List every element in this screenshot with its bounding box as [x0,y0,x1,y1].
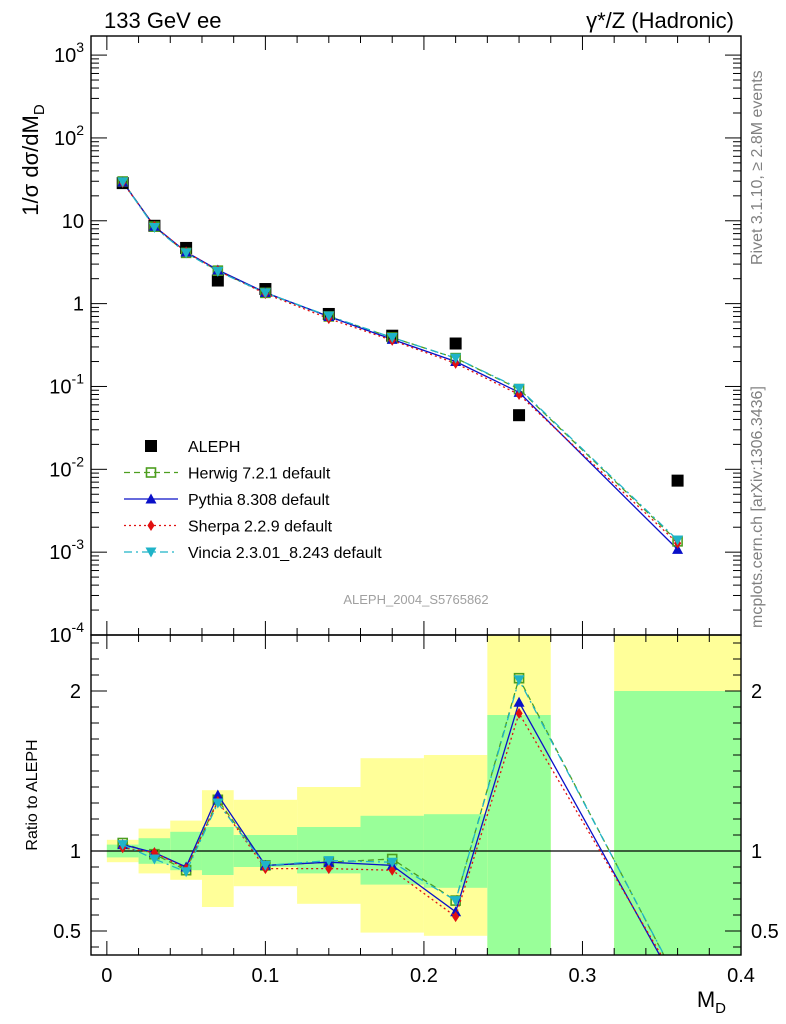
ratio-point-vincia-2-3-01-8-243-default [212,798,224,809]
analysis-watermark: ALEPH_2004_S5765862 [343,592,488,607]
legend-marker [145,440,157,452]
ratio-y-tick-label-right: 0.5 [751,921,779,943]
ratio-line-vincia-2-3-01-8-243-default [122,678,665,955]
main-point-vincia-2-3-01-8-243-default [323,311,335,322]
main-series-group [116,176,684,554]
main-point-vincia-2-3-01-8-243-default [672,535,684,546]
main-point-aleph [211,274,224,287]
ratio-point-vincia-2-3-01-8-243-default [180,867,192,878]
legend-label: Vincia 2.3.01_8.243 default [188,545,382,562]
main-point-vincia-2-3-01-8-243-default [259,288,271,299]
legend-item-vincia-2-3-01-8-243-default: Vincia 2.3.01_8.243 default [124,545,382,562]
ratio-point-sherpa-2-2-9-default [388,864,396,876]
header-left: 133 GeV ee [104,8,221,33]
x-tick-label: 0 [101,965,112,987]
x-tick-label: 0.4 [727,965,755,987]
ratio-line-sherpa-2-2-9-default [122,711,662,955]
x-axis-title: MD [697,987,726,1017]
stat-uncertainty-band-9 [614,691,741,955]
legend-marker [145,547,157,558]
legend-marker [147,520,155,531]
main-line-vincia-2-3-01-8-243-default [122,181,679,541]
x-tick-label: 0.3 [569,965,597,987]
main-point-vincia-2-3-01-8-243-default [513,383,525,394]
legend: ALEPH Herwig 7.2.1 default Pythia 8.308 de… [124,439,382,562]
main-point-aleph [513,409,526,422]
ratio-y-tick-label: 1 [70,841,81,863]
ratio-point-vincia-2-3-01-8-243-default [259,860,271,871]
rivet-label: Rivet 3.1.10, ≥ 2.8M events [749,70,766,265]
y-tick-label: 10 [62,211,84,233]
y-tick-label: 10-2 [49,453,84,481]
x-tick-label: 0.1 [251,965,279,987]
y-tick-label: 10-1 [49,370,84,398]
legend-label: Sherpa 2.2.9 default [188,519,333,536]
mcplots-label: mcplots.cern.ch [arXiv:1306.3436] [749,386,766,628]
x-tick-label: 0.2 [410,965,438,987]
ratio-uncertainty-bands [91,635,741,955]
legend-item-aleph: ALEPH [145,439,240,456]
y-tick-label: 102 [54,122,84,150]
y-tick-label: 103 [54,39,84,67]
legend-label: ALEPH [188,439,240,456]
legend-item-sherpa-2-2-9-default: Sherpa 2.2.9 default [124,519,333,536]
ratio-point-sherpa-2-2-9-default [515,707,523,719]
ratio-series-group [117,672,665,955]
ratio-point-vincia-2-3-01-8-243-default [513,675,525,686]
main-point-vincia-2-3-01-8-243-default [450,353,462,364]
ratio-point-vincia-2-3-01-8-243-default [386,857,398,868]
ratio-point-pythia-8-308-default [212,789,224,800]
y-axis-title: 1/σ dσ/dMD [18,104,48,216]
main-point-pythia-8-308-default [672,543,684,554]
ratio-y-tick-label-right: 1 [751,841,762,863]
main-line-sherpa-2-2-9-default [122,182,679,544]
main-point-vincia-2-3-01-8-243-default [148,222,160,233]
ratio-point-sherpa-2-2-9-default [452,911,460,923]
legend-item-herwig-7-2-1-default: Herwig 7.2.1 default [124,466,331,483]
legend-marker [145,467,157,478]
legend-label: Herwig 7.2.1 default [188,466,331,483]
y-tick-label: 10-3 [49,536,84,564]
main-point-vincia-2-3-01-8-243-default [117,177,129,188]
ratio-y-tick-label: 0.5 [53,921,81,943]
axes-group: 0 0.1 0.2 0.3 0.4 10-4 10-3 10-2 10-1 1 10 102 103 0.… [18,35,779,1017]
ratio-point-vincia-2-3-01-8-243-default [117,840,129,851]
main-point-sherpa-2-2-9-default [515,388,523,400]
ratio-point-vincia-2-3-01-8-243-default [450,896,462,907]
main-point-aleph [671,474,684,487]
ratio-y-axis-title: Ratio to ALEPH [24,739,41,850]
main-line-herwig-7-2-1-default [122,181,679,542]
ratio-frame [90,634,742,956]
ratio-point-pythia-8-308-default [513,696,525,707]
legend-marker [145,493,157,504]
header-right: γ*/Z (Hadronic) [586,8,734,33]
legend-label: Pythia 8.308 default [188,492,330,509]
legend-item-pythia-8-308-default: Pythia 8.308 default [124,492,330,509]
ratio-line-pythia-8-308-default [122,700,661,955]
y-tick-label: 1 [73,294,84,316]
main-point-vincia-2-3-01-8-243-default [180,248,192,259]
ratio-point-vincia-2-3-01-8-243-default [323,856,335,867]
main-point-vincia-2-3-01-8-243-default [212,266,224,277]
ratio-y-tick-label-right: 2 [751,681,762,703]
ratio-y-tick-label: 2 [70,681,81,703]
y-tick-label: 10-4 [49,619,84,647]
ratio-point-sherpa-2-2-9-default [325,863,333,875]
main-point-vincia-2-3-01-8-243-default [386,333,398,344]
ratio-point-vincia-2-3-01-8-243-default [148,854,160,865]
main-point-aleph [449,337,462,350]
